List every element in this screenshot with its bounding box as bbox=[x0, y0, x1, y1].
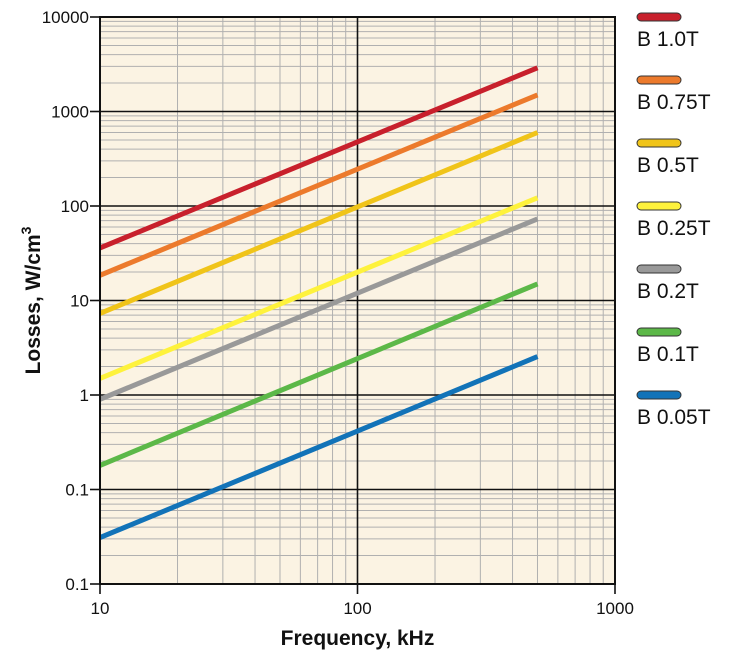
y-tick-label: 10 bbox=[70, 292, 89, 311]
legend-swatch bbox=[636, 75, 682, 85]
series-line-2 bbox=[99, 92, 539, 278]
series-line-6 bbox=[99, 281, 539, 468]
y-tick-label: 0.1 bbox=[65, 481, 89, 500]
legend-label: B 0.2T bbox=[637, 280, 699, 303]
legend-swatch bbox=[636, 201, 682, 211]
y-tick-label: 100 bbox=[61, 197, 89, 216]
x-tick-label: 100 bbox=[343, 599, 371, 618]
x-tick-label: 10 bbox=[91, 599, 110, 618]
series-line-4 bbox=[99, 195, 539, 381]
y-tick-label: 10000 bbox=[42, 8, 89, 27]
series-line-3 bbox=[99, 130, 539, 316]
series-line-5 bbox=[99, 216, 539, 402]
y-tick-label: 1000 bbox=[51, 103, 89, 122]
series-line-1 bbox=[99, 65, 539, 251]
x-tick-label: 1000 bbox=[596, 599, 634, 618]
legend-label: B 0.75T bbox=[637, 91, 711, 114]
legend: B 1.0T B 0.75T B 0.5T B 0.25T B 0.2T B 0.1T B … bbox=[636, 12, 711, 429]
grid bbox=[99, 16, 616, 585]
legend-label: B 0.1T bbox=[637, 343, 699, 366]
x-axis-title: Frequency, kHz bbox=[281, 627, 435, 650]
tick-labels: 0.1 0.1 1 10 100 1000 10000 10 100 1000 bbox=[42, 8, 634, 618]
legend-label: B 0.5T bbox=[637, 154, 699, 177]
legend-label: B 0.05T bbox=[637, 406, 711, 429]
legend-swatch bbox=[636, 264, 682, 274]
y-axis-title: Losses, W/cm3 bbox=[18, 226, 45, 374]
legend-label: B 1.0T bbox=[637, 28, 699, 51]
y-tick-label: 0.1 bbox=[65, 575, 89, 594]
legend-swatch bbox=[636, 327, 682, 337]
legend-swatch bbox=[636, 390, 682, 400]
y-axis-title-text: Losses, W/cm bbox=[22, 234, 45, 374]
series-line-7 bbox=[99, 354, 539, 540]
y-tick-label: 1 bbox=[80, 386, 89, 405]
legend-swatch bbox=[636, 138, 682, 148]
y-axis-title-superscript: 3 bbox=[18, 226, 34, 234]
legend-label: B 0.25T bbox=[637, 217, 711, 240]
legend-swatch bbox=[636, 12, 682, 22]
series-lines bbox=[99, 65, 539, 540]
